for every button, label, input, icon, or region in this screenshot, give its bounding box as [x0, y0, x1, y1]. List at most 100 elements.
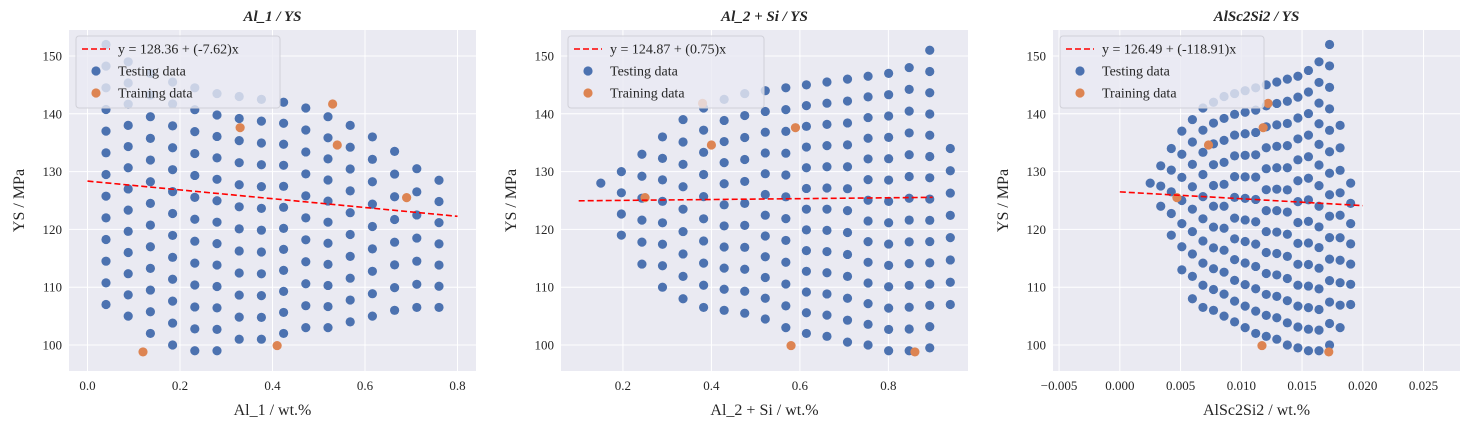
testing-point — [1187, 226, 1197, 237]
testing-point — [1251, 261, 1261, 272]
testing-point — [301, 235, 311, 245]
testing-point — [945, 210, 955, 220]
testing-point — [1198, 280, 1208, 290]
testing-point — [1229, 213, 1240, 223]
testing-point — [1324, 61, 1335, 71]
testing-point — [301, 213, 311, 223]
testing-point — [801, 245, 811, 256]
y-tick-label: 140 — [535, 106, 555, 121]
testing-point — [301, 169, 311, 179]
testing-point — [123, 226, 133, 236]
y-tick-label: 100 — [1027, 337, 1047, 352]
legend: y = 124.87 + (0.75)x Testing data Training… — [567, 35, 765, 109]
x-tick-label: 0.025 — [1409, 378, 1438, 393]
training-point — [332, 140, 342, 150]
testing-point — [925, 343, 935, 353]
testing-point — [1219, 201, 1229, 211]
testing-point — [801, 308, 811, 318]
testing-point — [1293, 217, 1303, 228]
testing-point — [719, 158, 729, 168]
testing-point — [925, 258, 935, 268]
testing-point — [1314, 139, 1324, 149]
testing-point — [842, 293, 853, 303]
testing-point — [1282, 74, 1292, 84]
testing-point — [145, 112, 155, 122]
testing-point — [945, 299, 955, 310]
testing-point — [1229, 192, 1240, 202]
testing-point — [1261, 268, 1271, 279]
testing-point — [412, 233, 422, 243]
testing-point — [657, 196, 668, 206]
legend-entry-fit: y = 124.87 + (0.75)x — [610, 43, 726, 58]
testing-point — [945, 188, 955, 198]
testing-point — [1208, 305, 1219, 315]
testing-point — [1187, 114, 1197, 125]
testing-point — [434, 302, 444, 313]
testing-point — [719, 263, 729, 273]
testing-point — [123, 290, 133, 300]
testing-point — [925, 66, 935, 77]
testing-point — [1324, 254, 1335, 264]
testing-point — [1314, 77, 1324, 88]
testing-point — [279, 328, 289, 339]
testing-point — [616, 230, 626, 240]
testing-point — [884, 175, 894, 185]
testing-point — [367, 311, 377, 321]
testing-point — [1272, 334, 1282, 344]
testing-point — [863, 133, 873, 143]
testing-point — [1208, 118, 1219, 128]
testing-point — [279, 139, 289, 149]
testing-point — [884, 346, 894, 356]
testing-point — [1282, 207, 1292, 217]
testing-point — [279, 160, 289, 170]
testing-point — [256, 116, 266, 126]
testing-point — [1293, 197, 1303, 207]
testing-point — [1314, 160, 1324, 170]
testing-point — [760, 252, 770, 262]
testing-point — [1324, 297, 1335, 307]
testing-point — [234, 334, 244, 344]
testing-point — [279, 181, 289, 191]
testing-point — [101, 169, 111, 180]
testing-point — [256, 312, 266, 323]
testing-point — [1219, 135, 1229, 145]
testing-point — [1240, 193, 1250, 203]
y-tick-label: 140 — [43, 106, 63, 121]
testing-point — [884, 90, 894, 100]
testing-point — [190, 214, 200, 224]
testing-point — [1335, 233, 1345, 243]
y-tick-label: 120 — [43, 222, 63, 237]
testing-point — [1272, 141, 1282, 151]
legend-entry-training: Training data — [118, 87, 193, 102]
testing-point — [699, 147, 709, 157]
testing-point — [101, 256, 111, 266]
legend-dot-swatch — [583, 66, 593, 76]
testing-point — [699, 214, 709, 224]
testing-point — [1314, 304, 1324, 315]
testing-point — [678, 182, 688, 192]
x-axis-label: AlSc2Si2 / wt.% — [1203, 402, 1310, 419]
testing-point — [781, 301, 791, 311]
testing-point — [434, 196, 444, 207]
testing-point — [234, 180, 244, 190]
testing-point — [699, 125, 709, 135]
testing-point — [863, 299, 873, 309]
testing-point — [279, 244, 289, 254]
testing-point — [1261, 247, 1271, 258]
testing-point — [1208, 180, 1219, 191]
testing-point — [842, 271, 853, 281]
testing-point — [1177, 265, 1187, 275]
testing-point — [1219, 113, 1229, 124]
testing-point — [1187, 294, 1197, 304]
testing-point — [925, 173, 935, 183]
testing-point — [367, 199, 377, 209]
testing-point — [842, 96, 853, 106]
testing-point — [345, 142, 355, 152]
subplot-al1: 0.0 0.2 0.4 0.6 0.8 100 110 120 130 140 150 Al_1 / … — [11, 9, 476, 419]
testing-point — [1240, 107, 1250, 117]
testing-point — [1335, 210, 1345, 220]
testing-point — [822, 162, 832, 172]
testing-point — [412, 302, 422, 313]
testing-point — [168, 296, 178, 306]
training-point — [1263, 98, 1273, 109]
